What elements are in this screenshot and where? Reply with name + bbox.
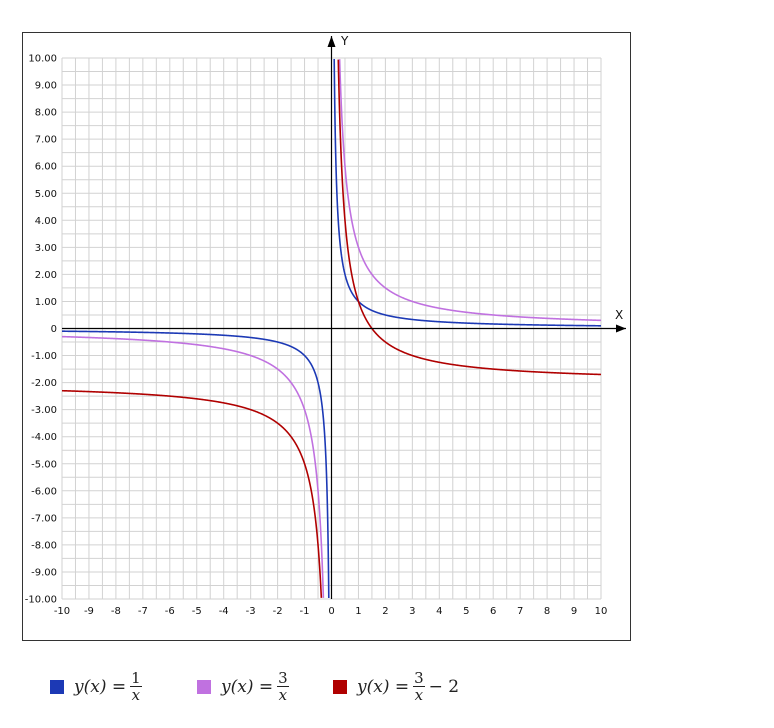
x-tick-label: -4 bbox=[219, 606, 229, 617]
y-tick-label: 4.00 bbox=[35, 216, 57, 227]
y-tick-label: -7.00 bbox=[31, 513, 57, 524]
denominator-2: x bbox=[276, 686, 290, 704]
y-tick-label: 6.00 bbox=[35, 162, 57, 173]
x-tick-label: -6 bbox=[165, 606, 175, 617]
series-line-3 bbox=[61, 389, 323, 598]
legend-item-3: y(x) = 3 x − 2 bbox=[333, 670, 459, 703]
series-line-2 bbox=[338, 59, 602, 322]
y-tick-label: -8.00 bbox=[31, 540, 57, 551]
x-tick-label: 6 bbox=[490, 606, 496, 617]
x-tick-label: -7 bbox=[138, 606, 148, 617]
y-tick-label: 1.00 bbox=[35, 297, 57, 308]
legend-item-2: y(x) = 3 x bbox=[197, 670, 293, 703]
fraction-2: 3 x bbox=[276, 670, 290, 703]
series-line-3 bbox=[337, 59, 602, 376]
numerator-2: 3 bbox=[278, 669, 288, 687]
x-tick-label: 0 bbox=[328, 606, 334, 617]
axes bbox=[62, 36, 626, 599]
legend-tail-3: − 2 bbox=[428, 676, 460, 697]
series-line-1 bbox=[61, 330, 330, 598]
y-tick-label: -6.00 bbox=[31, 486, 57, 497]
fraction-1: 1 x bbox=[129, 670, 143, 703]
legend-formula-1: y(x) = 1 x bbox=[74, 670, 146, 703]
legend-swatch-3 bbox=[333, 679, 347, 694]
x-tick-label: -3 bbox=[246, 606, 256, 617]
chart: -10 -9 -8 -7 -6 -5 -4 -3 -2 -1 0 1 2 3 4 5 6 7 8 9 10-10.00-… bbox=[22, 32, 631, 641]
x-tick-label: 7 bbox=[517, 606, 523, 617]
series-line-2 bbox=[61, 335, 325, 598]
y-axis-arrow bbox=[327, 36, 336, 47]
y-tick-label: 3.00 bbox=[35, 243, 57, 254]
x-tick-label: -2 bbox=[273, 606, 283, 617]
x-tick-label: 10 bbox=[595, 606, 608, 617]
x-tick-label: -8 bbox=[111, 606, 121, 617]
y-tick-label: -4.00 bbox=[31, 432, 57, 443]
y-tick-label: 9.00 bbox=[35, 81, 57, 92]
x-tick-label: 2 bbox=[382, 606, 388, 617]
denominator-1: x bbox=[129, 686, 143, 704]
y-tick-label: -3.00 bbox=[31, 405, 57, 416]
x-tick-label: 8 bbox=[544, 606, 550, 617]
legend: y(x) = 1 x y(x) = 3 x y(x) = 3 x − 2 bbox=[0, 660, 774, 720]
x-tick-label: -5 bbox=[192, 606, 202, 617]
fraction-3: 3 x bbox=[412, 670, 426, 703]
x-tick-label: -9 bbox=[84, 606, 94, 617]
x-tick-label: 1 bbox=[355, 606, 361, 617]
legend-formula-3: y(x) = 3 x − 2 bbox=[357, 670, 459, 703]
chart-border bbox=[22, 32, 631, 641]
numerator-1: 1 bbox=[131, 669, 141, 687]
y-tick-label: 7.00 bbox=[35, 135, 57, 146]
x-tick-label: 5 bbox=[463, 606, 469, 617]
legend-lhs-3: y(x) = bbox=[357, 676, 410, 697]
series-line-1 bbox=[333, 59, 602, 327]
y-tick-label: 2.00 bbox=[35, 270, 57, 281]
y-tick-label: 8.00 bbox=[35, 108, 57, 119]
y-tick-label: -2.00 bbox=[31, 378, 57, 389]
y-tick-label: 5.00 bbox=[35, 189, 57, 200]
x-tick-label: 4 bbox=[436, 606, 442, 617]
x-tick-label: 3 bbox=[409, 606, 415, 617]
y-axis-label: Y bbox=[340, 34, 349, 48]
y-tick-label: -10.00 bbox=[25, 595, 57, 606]
x-tick-label: -10 bbox=[54, 606, 70, 617]
legend-item-1: y(x) = 1 x bbox=[50, 670, 146, 703]
x-axis-arrow bbox=[616, 324, 626, 333]
legend-lhs-2: y(x) = bbox=[221, 676, 274, 697]
y-tick-label: 10.00 bbox=[28, 54, 57, 65]
curves bbox=[61, 59, 602, 598]
denominator-3: x bbox=[412, 686, 426, 704]
y-tick-label: -5.00 bbox=[31, 459, 57, 470]
y-tick-label: 0 bbox=[51, 324, 57, 335]
legend-lhs-1: y(x) = bbox=[74, 676, 127, 697]
legend-swatch-1 bbox=[50, 679, 64, 694]
x-tick-label: 9 bbox=[571, 606, 577, 617]
y-tick-label: -1.00 bbox=[31, 351, 57, 362]
x-axis-label: X bbox=[615, 308, 623, 322]
legend-formula-2: y(x) = 3 x bbox=[221, 670, 293, 703]
x-tick-label: -1 bbox=[300, 606, 310, 617]
numerator-3: 3 bbox=[414, 669, 424, 687]
legend-swatch-2 bbox=[197, 679, 211, 694]
tick-labels: -10 -9 -8 -7 -6 -5 -4 -3 -2 -1 0 1 2 3 4 5 6 7 8 9 10-10.00-… bbox=[25, 54, 608, 618]
y-tick-label: -9.00 bbox=[31, 567, 57, 578]
